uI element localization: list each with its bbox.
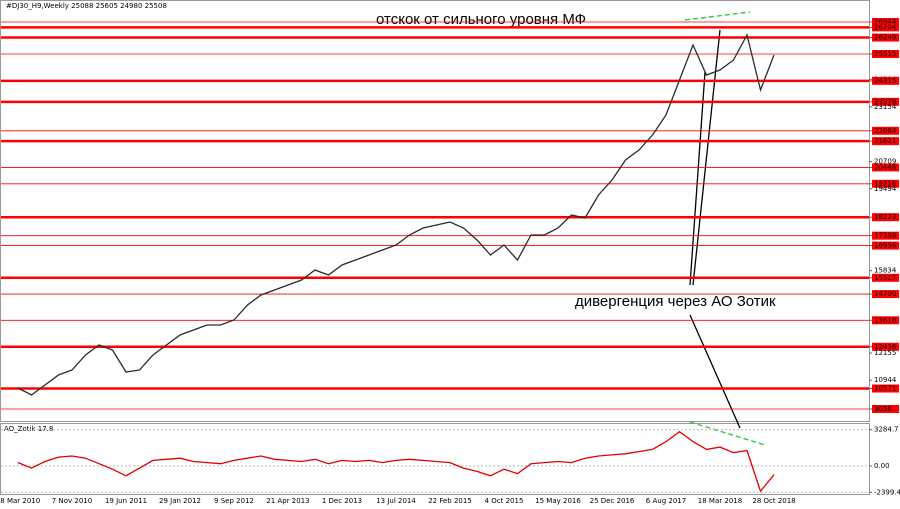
- arrow: [689, 71, 706, 286]
- tick-label-box: [872, 97, 899, 106]
- tick-label-box: [872, 137, 899, 146]
- tick-label-box: [872, 33, 899, 42]
- x-tick-label: 7 Nov 2010: [52, 497, 92, 505]
- y-tick-label: -2399.4: [874, 488, 900, 496]
- x-tick-label: 28 Mar 2010: [0, 497, 40, 505]
- arrow: [692, 29, 721, 286]
- divergence: [689, 421, 766, 446]
- tick-label-box: [872, 342, 899, 351]
- x-tick-label: 9 Sep 2012: [214, 497, 254, 505]
- y-tick-label: 26704: [874, 23, 897, 31]
- x-tick-label: 13 Jul 2014: [376, 497, 416, 505]
- y-tick-label: 17398: [874, 232, 896, 240]
- y-tick-label: 20448: [874, 163, 896, 171]
- x-tick-label: 6 Aug 2017: [646, 497, 686, 505]
- x-tick-label: 21 Apr 2013: [266, 497, 309, 505]
- tick-label-box: [872, 241, 899, 250]
- x-tick-label: 15 May 2016: [535, 497, 581, 505]
- y-tick-label: 26944: [874, 18, 897, 26]
- price-line: [17, 430, 775, 493]
- y-tick-label: 10571: [874, 385, 896, 393]
- divergence: [684, 11, 751, 21]
- y-tick-label: 16956: [874, 242, 897, 250]
- annotation: отскок от сильного уровня МФ: [376, 11, 586, 28]
- indicator-panel: [0, 423, 870, 495]
- indicator-title: AO_Zotik 17.8: [4, 425, 53, 433]
- tick-label-box: [872, 76, 899, 85]
- y-tick-label: 10944: [874, 376, 897, 384]
- y-tick-label: 23154: [874, 103, 897, 111]
- tick-label-box: [872, 316, 899, 325]
- y-tick-label: 0.00: [874, 462, 890, 470]
- tick-label-box: [872, 179, 899, 188]
- y-tick-label: 20709: [874, 158, 896, 166]
- x-tick-label: 1 Dec 2013: [322, 497, 362, 505]
- y-tick-label: 12436: [874, 343, 897, 351]
- y-tick-label: 15834: [874, 267, 897, 275]
- tick-label-box: [872, 163, 899, 172]
- y-tick-label: 18223: [874, 213, 896, 221]
- tick-label-box: [872, 213, 899, 222]
- x-tick-label: 25 Dec 2016: [590, 497, 635, 505]
- x-tick-label: 22 Feb 2015: [428, 497, 472, 505]
- y-tick-label: 24315: [874, 77, 896, 85]
- y-tick-label: 25515: [874, 50, 896, 58]
- divergence-lines: [684, 11, 766, 446]
- tick-label-box: [872, 273, 899, 282]
- tick-label-box: [872, 384, 899, 393]
- y-tick-label: 22084: [874, 127, 897, 135]
- tick-label-box: [872, 404, 899, 413]
- tick-label-box: [872, 231, 899, 240]
- tick-label-box: [872, 290, 899, 299]
- tick-label-box: [872, 126, 899, 135]
- y-tick-label: 13618: [874, 316, 896, 324]
- y-tick-label: 19494: [874, 185, 897, 193]
- y-tick-label: 15517: [874, 274, 896, 282]
- tick-label-box: [872, 23, 899, 32]
- y-tick-label: 12155: [874, 349, 896, 357]
- tick-label-box: [872, 17, 899, 26]
- annotation: дивергенция через АО Зотик: [575, 293, 776, 310]
- y-tick-label: 14790: [874, 290, 896, 298]
- x-tick-label: 29 Jan 2012: [159, 497, 201, 505]
- price-line: [17, 33, 775, 396]
- chart-title: #DJ30_H9,Weekly 25088 25605 24980 25508: [6, 2, 167, 10]
- y-tick-label: 19716: [874, 180, 897, 188]
- y-tick-label: 26249: [874, 34, 896, 42]
- y-tick-label: 9656: [874, 405, 892, 413]
- price-panel: [0, 0, 870, 422]
- x-tick-label: 19 Jun 2011: [105, 497, 147, 505]
- tick-label-box: [872, 49, 899, 58]
- y-tick-label: 21621: [874, 137, 896, 145]
- y-tick-label: 23378: [874, 98, 896, 106]
- x-tick-label: 28 Oct 2018: [752, 497, 795, 505]
- x-tick-label: 4 Oct 2015: [485, 497, 524, 505]
- y-tick-label: 3284.7: [874, 426, 899, 434]
- x-tick-label: 18 Mar 2018: [698, 497, 742, 505]
